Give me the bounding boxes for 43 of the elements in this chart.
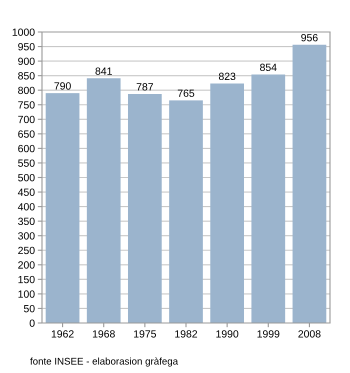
- data-label: 841: [95, 67, 112, 75]
- y-tick-label: 650: [18, 130, 35, 138]
- y-tick-label: 0: [30, 320, 35, 327]
- data-label: 765: [178, 90, 194, 97]
- data-label: 956: [301, 34, 318, 42]
- y-tick-label: 100: [18, 290, 35, 298]
- y-tick-label: 500: [18, 174, 35, 182]
- x-tick-label: 2008: [298, 330, 321, 338]
- x-tick-label: 1975: [134, 330, 156, 338]
- x-tick-label: 1999: [257, 330, 280, 338]
- y-tick-label: 550: [18, 159, 35, 167]
- y-tick-label: 850: [18, 72, 35, 80]
- x-tick-label: 1982: [175, 330, 198, 338]
- y-tick-label: 700: [18, 116, 35, 124]
- bar: [251, 74, 286, 323]
- y-tick-label: 250: [18, 246, 35, 254]
- source-note: fonte INSEE - elaborasion gràfega: [30, 357, 178, 367]
- y-tick-label: 750: [18, 101, 35, 109]
- y-tick-label: 1000: [12, 28, 35, 36]
- data-label: 790: [54, 82, 71, 90]
- y-tick-label: 800: [18, 86, 35, 94]
- data-label: 823: [218, 72, 236, 80]
- x-tick-label: 1990: [216, 330, 238, 338]
- data-label: 787: [136, 83, 154, 91]
- bar: [128, 94, 162, 323]
- x-tick-label: 1968: [92, 330, 115, 338]
- x-tick-label: 1962: [52, 330, 74, 338]
- bar: [46, 93, 80, 323]
- y-tick-label: 350: [18, 218, 35, 226]
- bar: [169, 100, 203, 323]
- y-tick-label: 50: [24, 304, 35, 312]
- bar: [86, 78, 121, 323]
- bar: [292, 44, 326, 323]
- data-label: 854: [260, 64, 277, 72]
- y-tick-label: 600: [18, 144, 35, 152]
- y-tick-label: 150: [18, 276, 35, 284]
- y-tick-label: 450: [18, 188, 35, 196]
- y-tick-label: 300: [18, 232, 35, 240]
- y-tick-label: 900: [18, 58, 35, 65]
- y-tick-label: 200: [18, 261, 35, 269]
- bar: [210, 84, 244, 323]
- y-tick-label: 400: [18, 203, 35, 210]
- y-tick-label: 950: [18, 43, 35, 50]
